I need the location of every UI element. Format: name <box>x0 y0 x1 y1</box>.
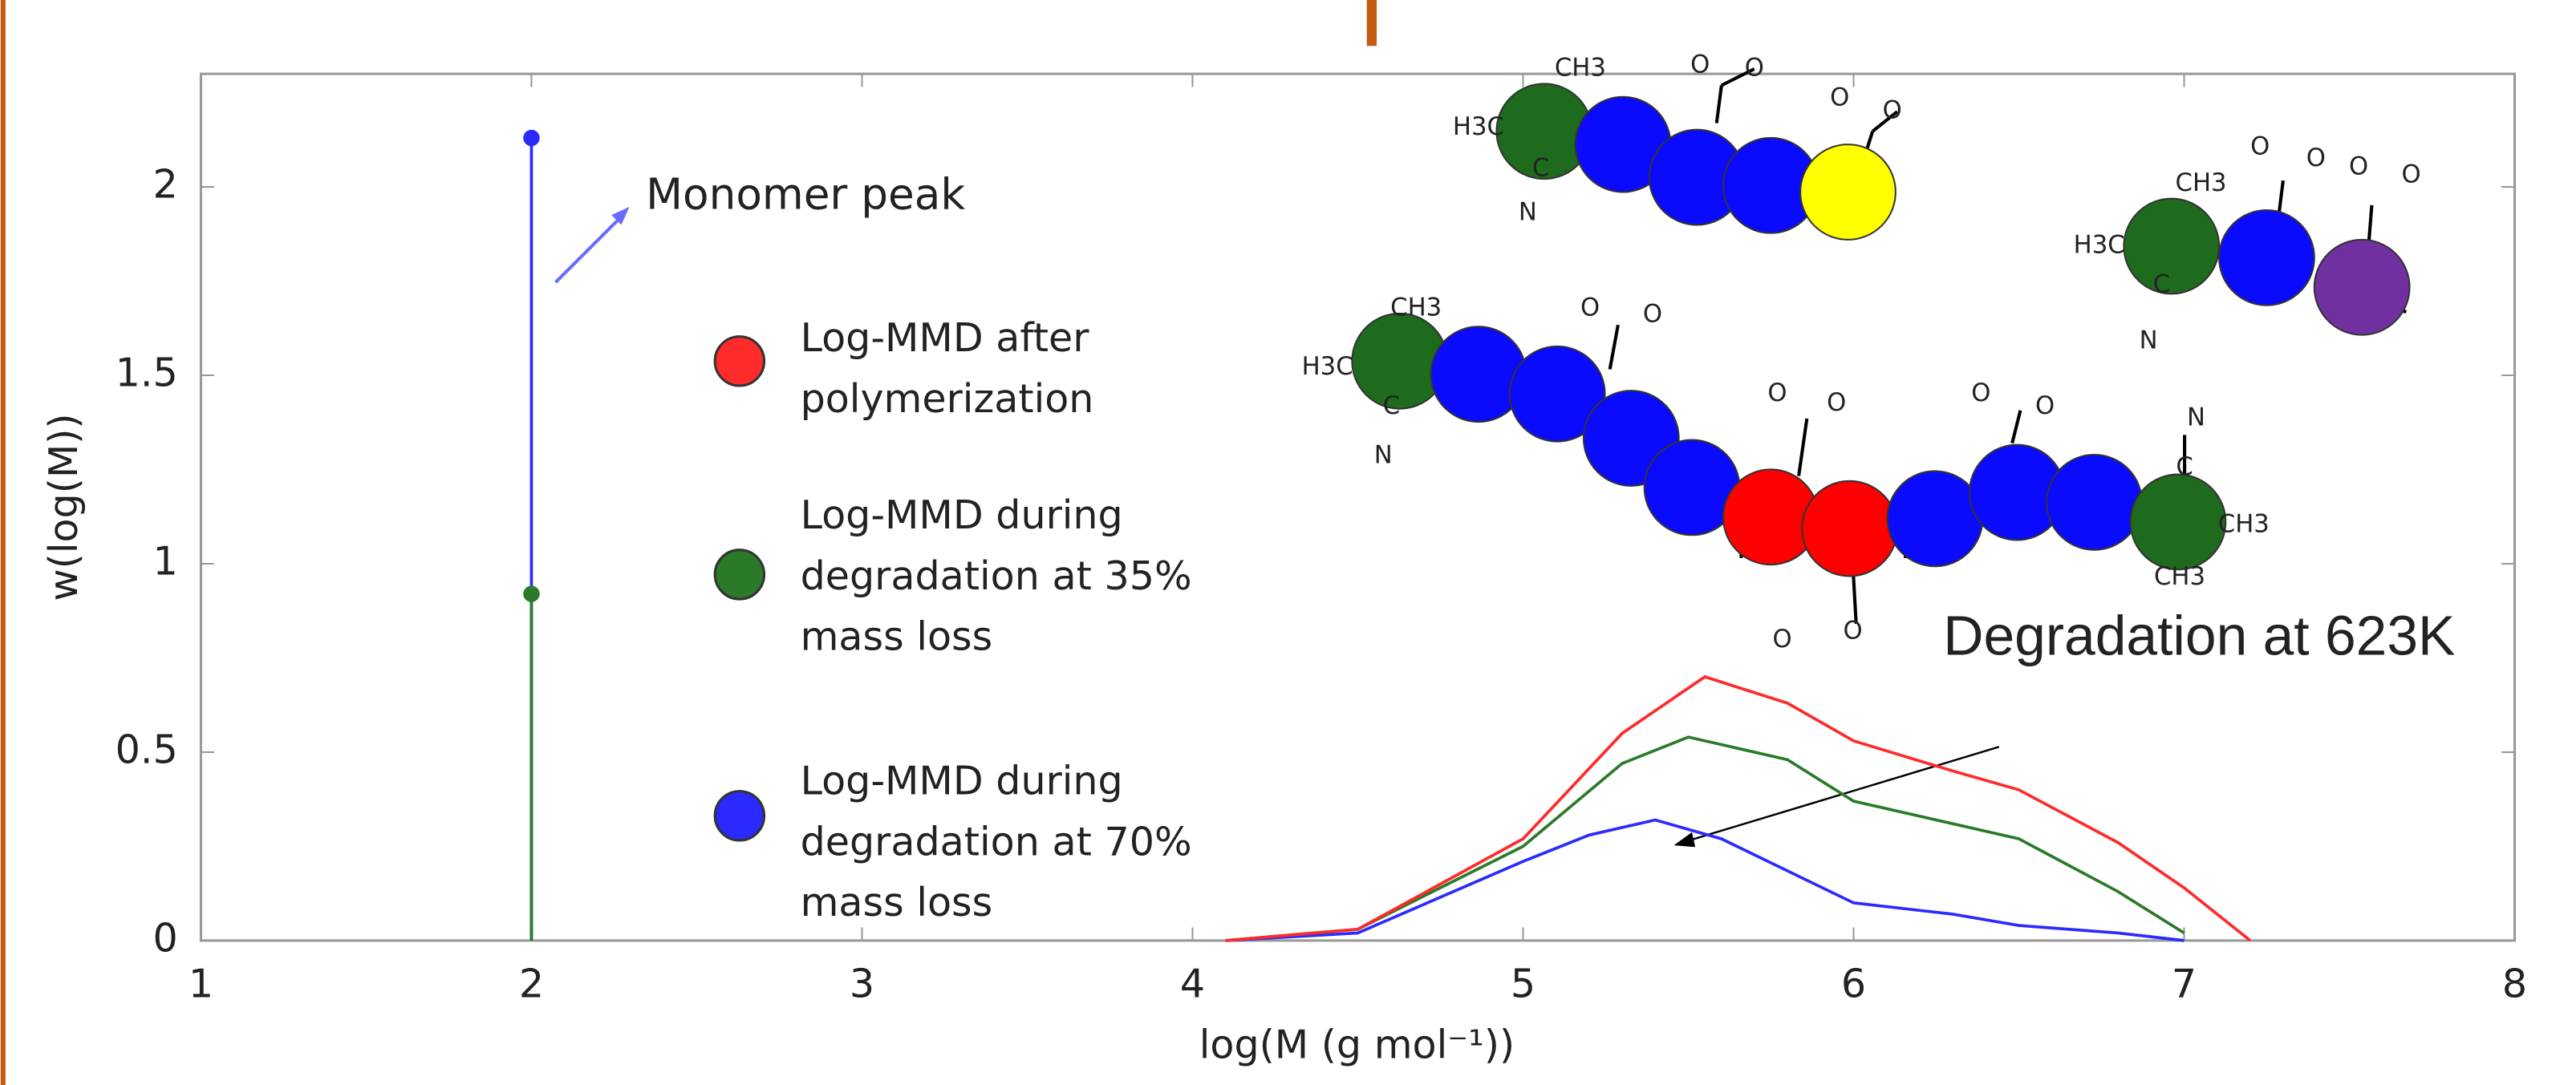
legend-label: Log-MMD after polymerization <box>800 315 1094 423</box>
y-tick-label: 0 <box>153 914 178 961</box>
atom-label: O <box>1643 301 1662 329</box>
atom-label: H3C <box>1453 113 1504 141</box>
atom-label: O <box>1830 83 1849 111</box>
atom-label: H3C <box>2074 232 2125 260</box>
series-line <box>1225 818 2185 942</box>
monomer-unit <box>2313 238 2411 336</box>
atom-label: O <box>2402 161 2421 189</box>
x-tick-label: 8 <box>2502 961 2527 1007</box>
x-tick-label: 6 <box>1841 961 1866 1007</box>
atom-label: C <box>1383 392 1400 420</box>
annotation: Degradation at 623K <box>1943 605 2455 667</box>
atom-label: O <box>1690 51 1710 79</box>
atom-label: O <box>1827 389 1846 417</box>
atom-label: N <box>1519 199 1537 227</box>
monomer-unit <box>1799 144 1897 241</box>
arrow-head <box>611 206 630 225</box>
monomer-unit <box>2123 197 2221 295</box>
atom-label: O <box>1767 379 1787 407</box>
x-tick-label: 3 <box>850 961 874 1007</box>
atom-label: O <box>2306 144 2326 172</box>
atom-label: O <box>1883 97 1902 125</box>
atom-label: CH3 <box>1555 54 1606 82</box>
atom-label: O <box>1971 379 1990 407</box>
x-tick-label: 2 <box>519 961 544 1007</box>
monomer-peak-marker <box>523 129 540 147</box>
legend-label: Log-MMD during degradation at 70% mass l… <box>800 758 1192 926</box>
y-tick-label: 1 <box>153 537 178 584</box>
monomer-peak-marker <box>523 585 540 602</box>
x-tick-label: 5 <box>1511 961 1535 1007</box>
title-fragment <box>1366 0 1377 47</box>
frame-edge <box>0 0 6 1085</box>
atom-label: CH3 <box>2176 169 2227 197</box>
atom-label: O <box>1844 617 1863 646</box>
legend: Log-MMD after polymerization Log-MMD duri… <box>713 315 1192 926</box>
y-tick-label: 1.5 <box>116 350 178 396</box>
x-axis-label: log(M (g mol⁻¹)) <box>1199 1021 1515 1067</box>
atom-label: CH3 <box>1390 294 1442 322</box>
atom-label: O <box>1580 294 1600 322</box>
series-line <box>1225 674 2252 942</box>
legend-marker <box>713 549 766 601</box>
atom-label: O <box>2250 133 2270 161</box>
atom-label: O <box>2035 392 2055 420</box>
atom-label: C <box>1532 154 1549 182</box>
monomer-unit <box>1886 470 1984 568</box>
x-tick-label: 7 <box>2172 961 2197 1007</box>
plot-frame <box>199 72 2517 942</box>
atom-label: O <box>2349 152 2368 180</box>
monomer-unit <box>2046 453 2143 551</box>
atom-label: N <box>2140 326 2158 354</box>
atom-label: O <box>1745 54 1764 82</box>
monomer-unit <box>1508 345 1606 443</box>
x-tick-label: 4 <box>1180 961 1205 1007</box>
x-tick-label: 1 <box>189 961 213 1007</box>
y-tick-label: 0.5 <box>116 726 178 772</box>
atom-label: H3C <box>1302 353 1353 381</box>
legend-label: Log-MMD during degradation at 35% mass l… <box>800 492 1192 660</box>
atom-label: CH3 <box>2154 563 2205 591</box>
atom-label: N <box>2187 403 2205 431</box>
y-axis-label: w(log(M)) <box>40 413 87 601</box>
series-line <box>1225 735 2185 942</box>
legend-marker <box>713 335 766 387</box>
annotation-arrow <box>554 212 627 284</box>
monomer-unit <box>2218 208 2315 306</box>
atom-label: C <box>2153 271 2170 299</box>
legend-entry: Log-MMD during degradation at 70% mass l… <box>800 758 1192 926</box>
y-tick-label: 2 <box>153 161 178 208</box>
atom-label: O <box>1773 625 1792 654</box>
legend-entry: Log-MMD after polymerization <box>800 315 1094 423</box>
arrow-head <box>1673 832 1696 848</box>
legend-marker <box>713 790 766 842</box>
legend-entry: Log-MMD during degradation at 35% mass l… <box>800 492 1192 660</box>
atom-label: N <box>1374 442 1393 470</box>
atom-label: CH3 <box>2218 511 2270 539</box>
monomer-unit <box>2129 473 2227 571</box>
atom-label: C <box>2176 453 2193 481</box>
monomer-unit <box>1801 480 1898 577</box>
annotation: Monomer peak <box>646 169 965 219</box>
